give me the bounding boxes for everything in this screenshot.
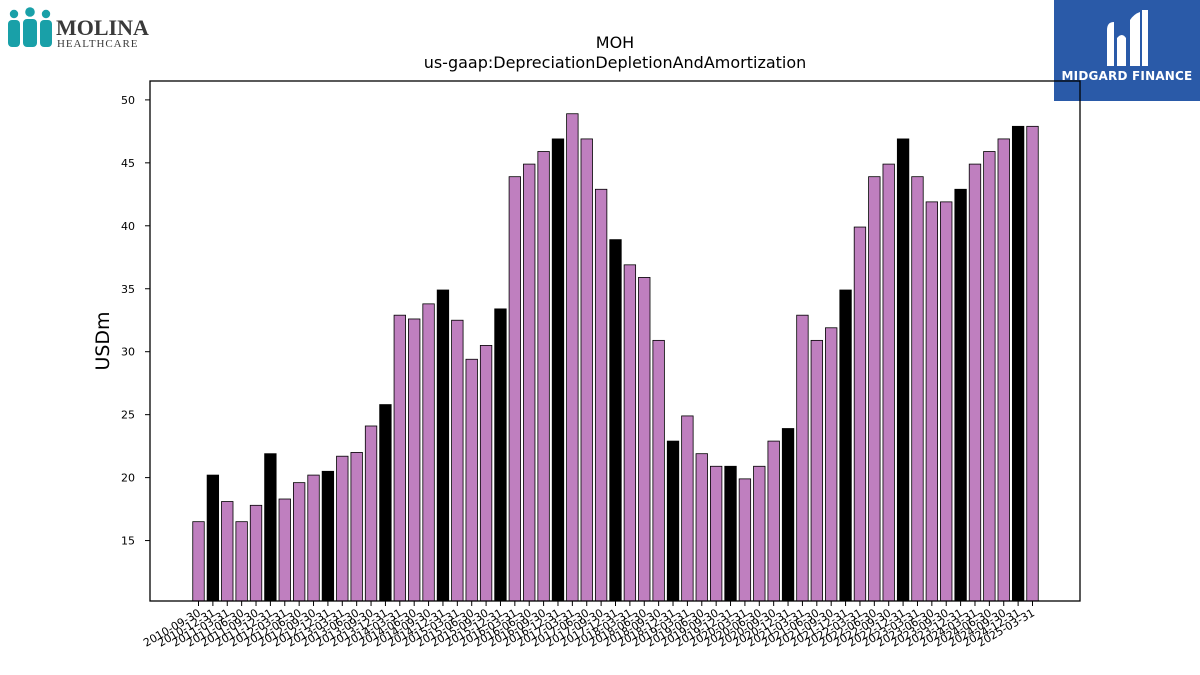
bar-2017-09-30 bbox=[594, 188, 608, 602]
bar-2011-03-31 bbox=[221, 501, 234, 602]
bar-2014-06-30 bbox=[408, 318, 421, 602]
bar-2017-12-31 bbox=[609, 239, 622, 602]
bar-2012-09-30 bbox=[307, 474, 320, 602]
bar-2012-12-31 bbox=[321, 470, 335, 602]
y-tick-label: 50 bbox=[121, 94, 135, 107]
bar-2020-09-30 bbox=[767, 440, 780, 602]
bar-2014-03-31 bbox=[393, 314, 406, 602]
bar-2011-12-31 bbox=[264, 453, 277, 602]
y-tick-label: 30 bbox=[121, 346, 135, 359]
bar-2023-12-31 bbox=[954, 188, 967, 602]
bar-2022-09-30 bbox=[882, 163, 895, 602]
bar-2011-06-30 bbox=[235, 521, 248, 602]
y-tick-label: 35 bbox=[121, 283, 135, 296]
bar-2017-06-30 bbox=[580, 138, 593, 602]
bar-2013-09-30 bbox=[364, 425, 378, 602]
bar-2024-06-30 bbox=[983, 151, 996, 602]
y-tick-label: 40 bbox=[121, 220, 135, 233]
bar-2024-09-30 bbox=[997, 138, 1010, 602]
bar-2020-03-31 bbox=[738, 478, 752, 602]
bar-2022-06-30 bbox=[868, 176, 881, 602]
bar-2018-09-30 bbox=[652, 339, 665, 602]
chart-subtitle: us-gaap:DepreciationDepletionAndAmortiza… bbox=[424, 53, 807, 72]
bar-2021-03-31 bbox=[796, 314, 809, 602]
bar-2018-06-30 bbox=[638, 277, 651, 602]
bar-2015-03-31 bbox=[451, 319, 464, 602]
midgard-finance-logo: MIDGARD FINANCE bbox=[1054, 0, 1200, 101]
chart-title: MOH bbox=[596, 33, 634, 52]
bar-2019-03-31 bbox=[681, 415, 694, 602]
bar-2015-09-30 bbox=[479, 345, 493, 602]
bar-series bbox=[192, 113, 1039, 602]
bar-2025-03-31 bbox=[1026, 125, 1039, 602]
bar-2016-09-30 bbox=[537, 151, 550, 602]
bar-2021-09-30 bbox=[825, 327, 838, 602]
bar-2019-12-31 bbox=[724, 465, 737, 602]
bar-2013-12-31 bbox=[379, 404, 392, 602]
plot-frame bbox=[149, 80, 1081, 602]
bar-2016-06-30 bbox=[523, 163, 536, 602]
x-axis: 2010-09-302010-12-312011-03-312011-06-30… bbox=[141, 601, 1037, 650]
y-tick-label: 45 bbox=[121, 157, 135, 170]
bar-2024-12-31 bbox=[1011, 125, 1025, 602]
y-tick-label: 20 bbox=[121, 472, 135, 485]
bar-2010-12-31 bbox=[206, 474, 220, 602]
bar-2012-06-30 bbox=[292, 482, 306, 602]
bar-2018-03-31 bbox=[623, 264, 637, 602]
bar-2024-03-31 bbox=[968, 163, 982, 602]
bar-2022-03-31 bbox=[853, 226, 867, 602]
bar-2012-03-31 bbox=[278, 498, 291, 602]
molina-people-icon: MOLINA HEALTHCARE bbox=[8, 7, 149, 50]
bar-2014-12-31 bbox=[436, 289, 450, 602]
bar-2014-09-30 bbox=[422, 303, 435, 602]
y-axis-label: USDm bbox=[92, 311, 114, 370]
bar-2023-06-30 bbox=[925, 201, 938, 602]
bar-2018-12-31 bbox=[666, 440, 680, 602]
midgard-wordmark: MIDGARD FINANCE bbox=[1061, 69, 1193, 83]
bar-2017-03-31 bbox=[566, 113, 579, 602]
bar-2020-06-30 bbox=[753, 465, 766, 602]
y-tick-label: 25 bbox=[121, 409, 135, 422]
healthcare-wordmark: HEALTHCARE bbox=[57, 38, 138, 50]
molina-wordmark: MOLINA bbox=[56, 15, 149, 40]
bar-2022-12-31 bbox=[896, 138, 910, 602]
bar-2013-06-30 bbox=[350, 452, 363, 602]
molina-healthcare-logo: MOLINA HEALTHCARE bbox=[6, 6, 156, 50]
bar-2015-12-31 bbox=[494, 308, 507, 602]
bar-2023-03-31 bbox=[911, 176, 924, 602]
bar-2016-12-31 bbox=[551, 138, 565, 602]
bar-2016-03-31 bbox=[508, 176, 521, 602]
bar-2019-06-30 bbox=[695, 453, 708, 602]
y-tick-label: 15 bbox=[121, 535, 135, 548]
bar-2011-09-30 bbox=[249, 504, 263, 602]
bar-2013-03-31 bbox=[336, 455, 349, 602]
y-axis: 15 20 25 30 35 40 45 50 bbox=[121, 94, 150, 548]
midgard-emblem-icon bbox=[1107, 10, 1148, 66]
bar-2010-09-30 bbox=[192, 521, 205, 602]
bar-2015-06-30 bbox=[465, 358, 478, 602]
bar-2020-12-31 bbox=[781, 428, 795, 602]
bar-2021-12-31 bbox=[839, 289, 852, 602]
bar-2019-09-30 bbox=[710, 465, 723, 602]
bar-2021-06-30 bbox=[810, 339, 823, 602]
bar-2023-09-30 bbox=[940, 201, 953, 602]
